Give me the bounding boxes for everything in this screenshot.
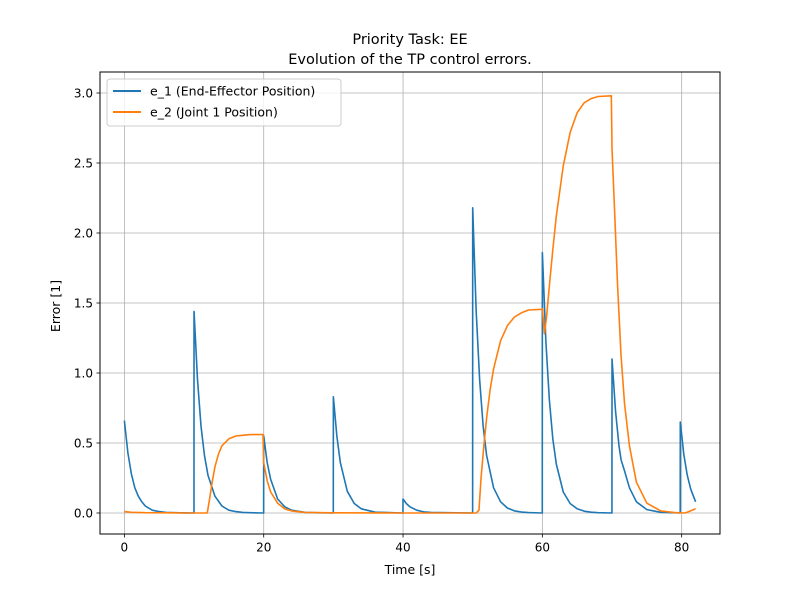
series-line-e1	[123, 207, 697, 514]
y-tick-label: 1.0	[74, 366, 93, 380]
y-tick-label: 2.0	[74, 226, 93, 240]
x-tick-label: 0	[121, 541, 129, 555]
x-tick-label: 40	[395, 541, 410, 555]
chart-subtitle: Evolution of the TP control errors.	[288, 52, 532, 68]
grid	[100, 72, 720, 534]
y-tick-label: 0.0	[74, 506, 93, 520]
series-line-e2	[124, 95, 696, 514]
x-tick-label: 80	[674, 541, 689, 555]
legend-box	[106, 78, 342, 127]
x-tick-label: 20	[256, 541, 271, 555]
legend-label-e1: e_1 (End-Effector Position)	[150, 84, 315, 99]
y-tick-label: 2.5	[74, 156, 93, 170]
axis-ticks: 0 20 40 60 80 0.0 0.5 1.0 1.5 2.0 2.5 3.0	[74, 86, 689, 554]
legend-label-e2: e_2 (Joint 1 Position)	[150, 105, 278, 120]
x-axis-label: Time [s]	[384, 562, 436, 577]
chart-title: Priority Task: EE	[352, 32, 467, 48]
y-tick-label: 1.5	[74, 296, 93, 310]
x-tick-label: 60	[535, 541, 550, 555]
y-tick-label: 0.5	[74, 436, 93, 450]
y-tick-label: 3.0	[74, 86, 93, 100]
y-axis-label: Error [1]	[48, 280, 63, 332]
legend: e_1 (End-Effector Position) e_2 (Joint 1…	[106, 78, 342, 127]
plot-frame	[99, 71, 721, 535]
series-lines	[123, 95, 697, 514]
